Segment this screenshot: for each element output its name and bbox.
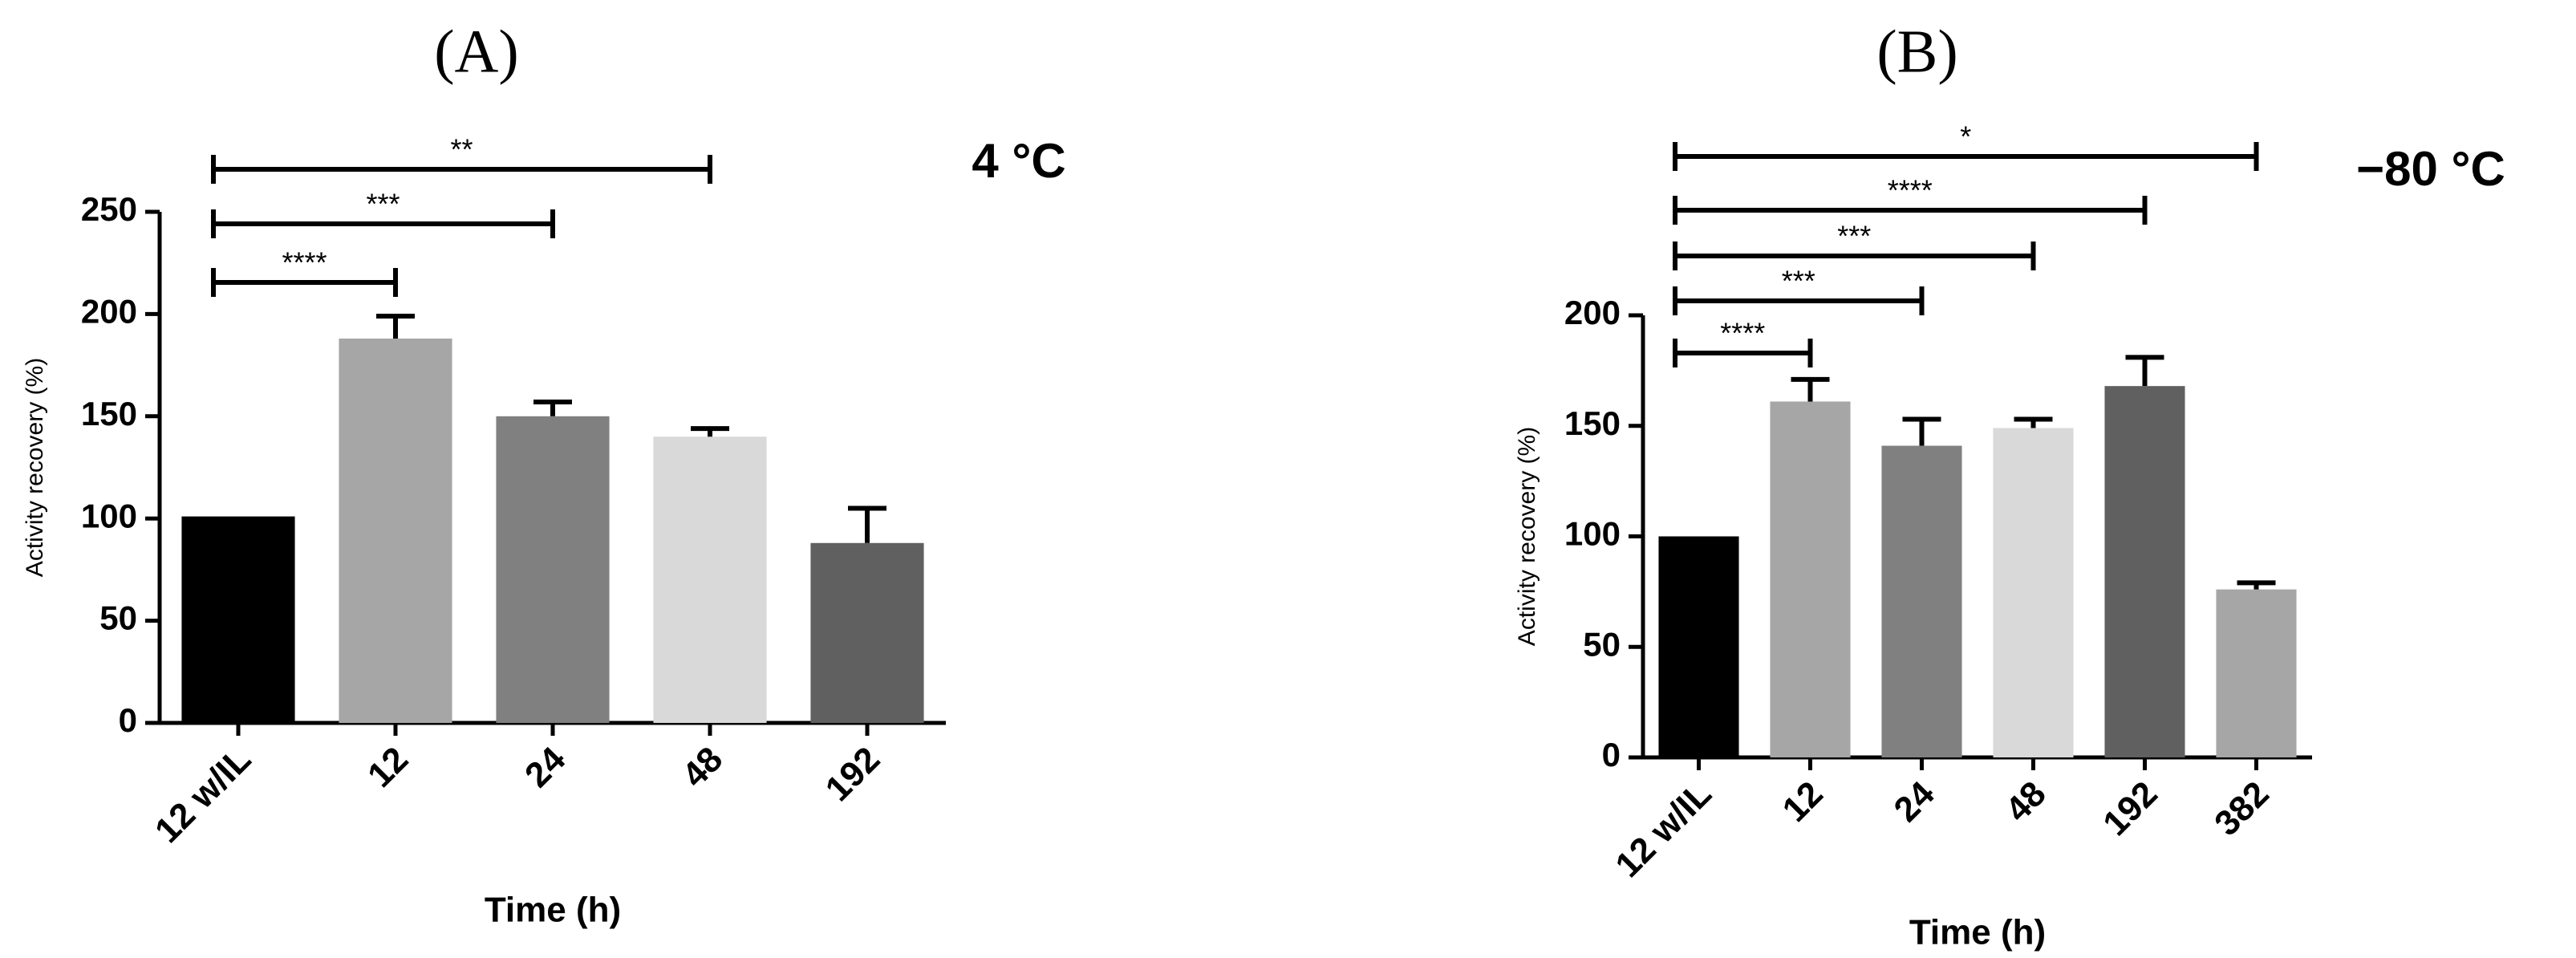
x-tick-label: 192 (2095, 774, 2165, 844)
x-tick-label: 12 (360, 740, 416, 795)
x-tick-label: 12 w/IL (1608, 774, 1718, 885)
bar (1770, 401, 1851, 757)
y-tick-label: 50 (99, 599, 137, 637)
error-bar (2014, 416, 2053, 428)
error-bar (1902, 416, 1941, 446)
y-tick-label: 200 (81, 292, 137, 330)
significance-bracket (1673, 242, 2036, 270)
y-tick-label: 0 (1602, 736, 1621, 773)
error-bar (533, 399, 572, 416)
significance-label: * (1960, 120, 1971, 153)
x-tick-label: 192 (818, 740, 888, 810)
x-axis-label: Time (h) (485, 891, 621, 930)
panel-title: (B) (1876, 18, 1957, 85)
significance-bracket (211, 268, 398, 297)
error-bar (376, 313, 415, 339)
significance-bracket (1673, 286, 1925, 315)
y-axis-label: Activity recovery (%) (1514, 427, 1540, 646)
bar (181, 516, 295, 723)
y-tick-label: 150 (81, 395, 137, 432)
significance-label: *** (1837, 220, 1871, 253)
x-tick-label: 24 (517, 739, 574, 795)
significance-label: **** (282, 246, 327, 279)
y-tick-label: 100 (81, 497, 137, 534)
y-tick-label: 50 (1583, 625, 1621, 663)
x-tick-label: 24 (1887, 773, 1943, 830)
significance-label: *** (1782, 265, 1815, 298)
bar (2216, 589, 2297, 757)
y-tick-label: 100 (1564, 515, 1621, 553)
bar (2104, 386, 2185, 757)
y-tick-label: 250 (81, 190, 137, 228)
panel-title: (A) (434, 18, 519, 85)
y-tick-label: 0 (119, 701, 137, 739)
significance-bracket (1673, 339, 1813, 367)
x-tick-label: 48 (675, 740, 730, 795)
annotation: 4 °C (972, 134, 1065, 188)
bar (810, 542, 924, 723)
significance-bracket (1673, 142, 2259, 171)
error-bar (691, 426, 729, 437)
significance-bracket (211, 155, 712, 184)
x-axis-label: Time (h) (1909, 913, 2046, 952)
bar (1658, 536, 1739, 757)
significance-bracket (211, 209, 555, 238)
significance-label: *** (366, 188, 400, 221)
y-tick-label: 200 (1564, 294, 1621, 331)
significance-label: **** (1720, 317, 1765, 350)
error-bar (2237, 580, 2276, 590)
bar (339, 338, 452, 723)
error-bar (848, 505, 886, 543)
y-tick-label: 150 (1564, 404, 1621, 442)
x-tick-label: 12 w/IL (148, 740, 258, 850)
bar (1993, 428, 2074, 757)
y-axis-label: Activity recovery (%) (22, 358, 48, 577)
bar (653, 436, 767, 723)
error-bar (1791, 376, 1830, 402)
significance-label: **** (1888, 174, 1933, 207)
x-tick-label: 382 (2207, 774, 2277, 844)
bar (496, 416, 610, 723)
significance-bracket (1673, 196, 2148, 225)
x-tick-label: 48 (1998, 774, 2054, 830)
annotation: −80 °C (2356, 142, 2505, 196)
bar (1881, 445, 1962, 757)
error-bar (2125, 355, 2164, 387)
x-tick-label: 12 (1775, 774, 1831, 830)
significance-label: ** (450, 133, 473, 166)
